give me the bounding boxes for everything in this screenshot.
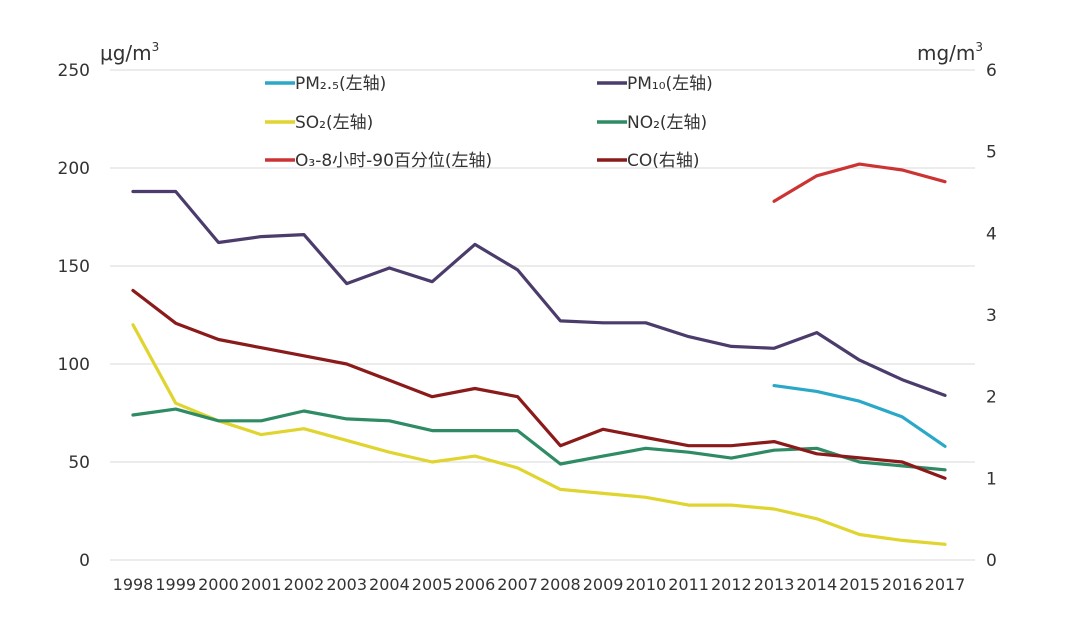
x-tick-label: 2012 bbox=[711, 575, 752, 594]
right-tick-label: 6 bbox=[986, 61, 997, 81]
legend-label-pm10: PM₁₀(左轴) bbox=[627, 74, 713, 94]
x-tick-label: 2002 bbox=[284, 575, 325, 594]
x-tick-label: 2017 bbox=[925, 575, 966, 594]
legend-label-o3: O₃-8小时-90百分位(左轴) bbox=[295, 151, 492, 171]
right-tick-label: 1 bbox=[986, 469, 997, 489]
right-tick-label: 4 bbox=[986, 224, 997, 244]
x-tick-label: 2015 bbox=[839, 575, 880, 594]
right-tick-label: 3 bbox=[986, 306, 997, 326]
right-tick-label: 2 bbox=[986, 388, 997, 408]
series-lines bbox=[131, 162, 947, 546]
x-tick-label: 2006 bbox=[455, 575, 496, 594]
x-tick-label: 2001 bbox=[241, 575, 282, 594]
x-tick-label: 1998 bbox=[113, 575, 154, 594]
series-line-no2 bbox=[131, 407, 947, 472]
right-tick-label: 0 bbox=[986, 551, 997, 571]
x-tick-label: 2011 bbox=[668, 575, 709, 594]
legend-label-so2: SO₂(左轴) bbox=[295, 113, 373, 133]
series-line-o3 bbox=[772, 162, 947, 203]
x-tick-label: 2010 bbox=[625, 575, 666, 594]
gridlines bbox=[110, 69, 975, 561]
series-line-co bbox=[131, 288, 947, 480]
left-tick-label: 150 bbox=[58, 257, 90, 277]
x-tick-label: 2005 bbox=[412, 575, 453, 594]
series-line-pm25 bbox=[772, 384, 947, 448]
left-axis-unit: μg/m3 bbox=[100, 40, 159, 65]
left-tick-label: 50 bbox=[68, 453, 90, 473]
x-tick-label: 2000 bbox=[198, 575, 239, 594]
x-tick-label: 2008 bbox=[540, 575, 581, 594]
legend-label-pm25: PM₂.₅(左轴) bbox=[295, 74, 386, 94]
series-line-so2 bbox=[131, 323, 947, 546]
left-tick-label: 100 bbox=[58, 355, 90, 375]
legend: PM₂.₅(左轴) PM₁₀(左轴) SO₂(左轴) NO₂(左轴) O₃-8小时-90… bbox=[265, 74, 713, 171]
x-tick-label: 2009 bbox=[583, 575, 624, 594]
x-tick-label: 2004 bbox=[369, 575, 410, 594]
legend-label-no2: NO₂(左轴) bbox=[627, 113, 707, 133]
x-tick-label: 1999 bbox=[155, 575, 196, 594]
right-axis-unit: mg/m3 bbox=[917, 40, 983, 65]
x-tick-label: 2016 bbox=[882, 575, 923, 594]
left-tick-label: 250 bbox=[58, 61, 90, 81]
right-tick-label: 5 bbox=[986, 143, 997, 163]
left-tick-label: 0 bbox=[79, 551, 90, 571]
x-tick-label: 2014 bbox=[796, 575, 837, 594]
x-tick-label: 2003 bbox=[326, 575, 367, 594]
x-tick-label: 2013 bbox=[754, 575, 795, 594]
x-tick-label: 2007 bbox=[497, 575, 538, 594]
legend-label-co: CO(右轴) bbox=[627, 151, 700, 171]
left-tick-label: 200 bbox=[58, 159, 90, 179]
series-line-pm10 bbox=[131, 189, 947, 397]
